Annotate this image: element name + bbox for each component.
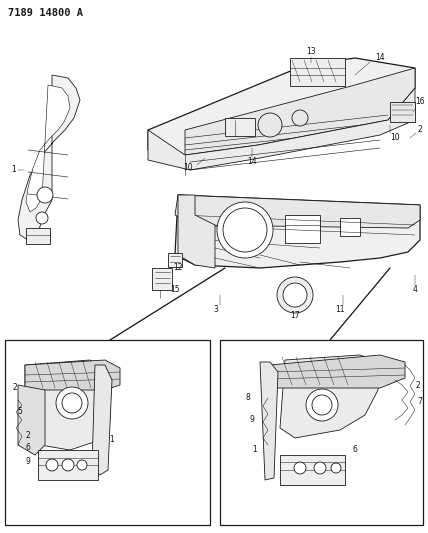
Text: 15: 15 bbox=[170, 286, 180, 295]
Bar bbox=[340, 218, 360, 236]
Circle shape bbox=[294, 462, 306, 474]
Text: 2: 2 bbox=[418, 125, 422, 134]
Bar bbox=[285, 215, 320, 243]
Polygon shape bbox=[178, 195, 215, 268]
Text: 2: 2 bbox=[26, 431, 30, 440]
Polygon shape bbox=[18, 385, 45, 455]
Circle shape bbox=[36, 212, 48, 224]
Text: 17: 17 bbox=[290, 311, 300, 319]
Bar bbox=[168, 253, 182, 267]
Text: 7: 7 bbox=[418, 398, 422, 407]
Polygon shape bbox=[92, 365, 112, 475]
Polygon shape bbox=[280, 355, 380, 438]
Text: 8: 8 bbox=[246, 393, 250, 402]
Bar bbox=[152, 268, 172, 290]
Circle shape bbox=[46, 459, 58, 471]
Text: 9: 9 bbox=[250, 416, 254, 424]
Polygon shape bbox=[148, 88, 415, 170]
Text: 5: 5 bbox=[18, 408, 22, 416]
Text: 2: 2 bbox=[12, 384, 18, 392]
Bar bbox=[38, 450, 98, 480]
Ellipse shape bbox=[357, 227, 379, 243]
Bar bbox=[26, 228, 50, 244]
Circle shape bbox=[62, 459, 74, 471]
Circle shape bbox=[312, 395, 332, 415]
Text: 9: 9 bbox=[26, 457, 30, 466]
Polygon shape bbox=[260, 362, 278, 480]
Bar bbox=[5, 340, 210, 525]
Circle shape bbox=[217, 202, 273, 258]
Bar bbox=[220, 340, 423, 525]
Circle shape bbox=[62, 393, 82, 413]
Text: 1: 1 bbox=[12, 166, 16, 174]
Text: 7189 14800 A: 7189 14800 A bbox=[8, 8, 83, 18]
Text: 4: 4 bbox=[413, 286, 417, 295]
Text: 10: 10 bbox=[390, 133, 400, 142]
Polygon shape bbox=[148, 58, 415, 155]
Circle shape bbox=[223, 208, 267, 252]
Circle shape bbox=[56, 387, 88, 419]
Ellipse shape bbox=[387, 231, 403, 245]
Circle shape bbox=[77, 460, 87, 470]
Bar bbox=[225, 118, 255, 136]
Text: 6: 6 bbox=[26, 443, 30, 453]
Circle shape bbox=[314, 462, 326, 474]
Bar bbox=[390, 102, 415, 122]
Text: 12: 12 bbox=[173, 263, 183, 272]
Text: 3: 3 bbox=[214, 305, 218, 314]
Polygon shape bbox=[175, 195, 420, 268]
Bar bbox=[290, 58, 345, 86]
Text: 11: 11 bbox=[335, 305, 345, 314]
Text: 1: 1 bbox=[110, 435, 114, 445]
Polygon shape bbox=[18, 75, 80, 240]
Polygon shape bbox=[175, 195, 420, 228]
Text: 2: 2 bbox=[416, 382, 420, 391]
Circle shape bbox=[37, 187, 53, 203]
Polygon shape bbox=[270, 355, 405, 388]
Bar bbox=[280, 455, 345, 485]
Circle shape bbox=[258, 113, 282, 137]
Circle shape bbox=[306, 389, 338, 421]
Polygon shape bbox=[25, 360, 120, 390]
Circle shape bbox=[331, 463, 341, 473]
Text: 6: 6 bbox=[353, 446, 357, 455]
Polygon shape bbox=[26, 85, 70, 212]
Text: 1: 1 bbox=[253, 446, 257, 455]
Text: 10: 10 bbox=[183, 164, 193, 173]
Text: 14: 14 bbox=[247, 157, 257, 166]
Polygon shape bbox=[185, 68, 415, 155]
Circle shape bbox=[283, 283, 307, 307]
Text: 14: 14 bbox=[375, 53, 385, 62]
Circle shape bbox=[292, 110, 308, 126]
Text: 13: 13 bbox=[306, 47, 316, 56]
Polygon shape bbox=[25, 360, 110, 450]
Text: 16: 16 bbox=[415, 98, 425, 107]
Circle shape bbox=[277, 277, 313, 313]
